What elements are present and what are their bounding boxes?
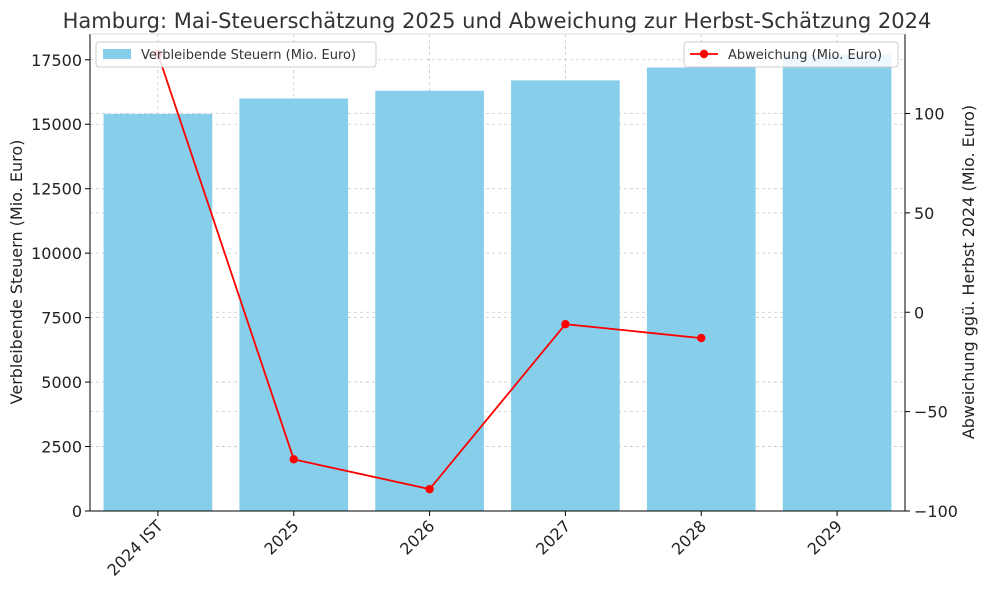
bar — [646, 67, 756, 511]
bar — [782, 54, 892, 512]
deviation-point — [289, 455, 298, 464]
y-axis-left-label: Verbleibende Steuern (Mio. Euro) — [7, 140, 26, 405]
left-tick-label: 0 — [72, 502, 82, 521]
deviation-point — [697, 333, 706, 343]
left-tick-label: 7500 — [41, 309, 82, 328]
bars — [103, 54, 892, 512]
axes — [89, 33, 906, 512]
right-tick-label: 0 — [914, 303, 924, 322]
left-tick-label: 12500 — [31, 180, 82, 199]
right-tick-label: 50 — [914, 204, 934, 223]
legend-line-marker — [699, 49, 709, 59]
right-tick-label: 100 — [914, 105, 945, 124]
deviation-point — [425, 484, 434, 494]
legend-bars-box — [95, 41, 377, 68]
chart-title: Hamburg: Mai-Steuerschätzung 2025 und Ab… — [63, 9, 932, 33]
bar — [103, 113, 213, 511]
x-tick-label: 2025 — [260, 516, 302, 558]
right-y-ticks: −100 −50 0 50 100 — [905, 105, 958, 521]
left-tick-label: 5000 — [41, 373, 82, 392]
bar — [375, 90, 484, 511]
bar — [511, 80, 620, 511]
x-ticks: 2024 IST 2025 2026 2027 2028 2029 — [103, 511, 846, 580]
legend-line: Abweichung (Mio. Euro) — [683, 41, 899, 68]
left-tick-label: 15000 — [31, 115, 82, 134]
x-tick-label: 2028 — [668, 516, 710, 558]
legend-line-label: Abweichung (Mio. Euro) — [728, 48, 882, 63]
legend-bars: Verbleibende Steuern (Mio. Euro) — [95, 41, 377, 68]
x-tick-label: 2029 — [804, 516, 846, 558]
legend-bar-label: Verbleibende Steuern (Mio. Euro) — [141, 48, 356, 63]
right-tick-label: −50 — [914, 403, 948, 422]
legend-line-box — [683, 41, 899, 68]
x-tick-label: 2027 — [532, 516, 574, 558]
legend-bar-swatch — [103, 49, 131, 59]
bar — [239, 98, 349, 511]
left-y-ticks: 0 2500 5000 7500 10000 12500 15000 17500 — [31, 51, 90, 521]
right-tick-label: −100 — [914, 502, 958, 521]
left-tick-label: 10000 — [31, 244, 82, 263]
y-axis-right-label: Abweichung ggü. Herbst 2024 (Mio. Euro) — [959, 105, 978, 439]
x-tick-label: 2024 IST — [103, 516, 166, 579]
deviation-point — [561, 319, 570, 329]
left-tick-label: 17500 — [31, 51, 82, 70]
left-tick-label: 2500 — [41, 438, 82, 457]
x-tick-label: 2026 — [396, 516, 438, 558]
